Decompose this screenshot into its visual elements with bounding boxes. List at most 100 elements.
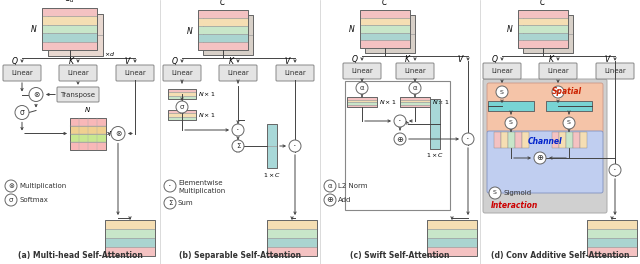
Text: Sigmoid: Sigmoid [503,190,531,196]
Bar [105,238,155,247]
Text: $N$: $N$ [84,106,92,115]
Text: Interaction: Interaction [491,200,538,210]
Bar [360,10,410,48]
FancyBboxPatch shape [343,63,381,79]
Text: α: α [360,85,364,91]
FancyBboxPatch shape [57,87,99,102]
Bar [400,97,430,107]
Text: Multiplication: Multiplication [19,183,67,189]
Text: S: S [509,120,513,125]
Bar [267,146,277,168]
Text: $V$: $V$ [124,55,132,67]
Bar [347,105,377,107]
Text: (d) Conv Additive Self-Attention: (d) Conv Additive Self-Attention [491,251,629,260]
Bar [198,42,248,50]
FancyBboxPatch shape [596,63,634,79]
Text: ·: · [293,141,297,151]
Bar [427,247,477,256]
Bar [518,10,568,18]
Text: $Q$: $Q$ [492,53,499,65]
Text: Linear: Linear [604,68,626,74]
Text: (b) Separable Self-Attention: (b) Separable Self-Attention [179,251,301,260]
Bar [400,100,430,102]
FancyBboxPatch shape [116,65,154,81]
Bar [42,8,97,16]
Bar [105,220,155,229]
Circle shape [552,86,564,98]
Text: $N\times 1$: $N\times 1$ [198,111,216,119]
Text: Add: Add [338,197,351,203]
Bar [198,10,248,50]
Text: Linear: Linear [351,68,373,74]
Circle shape [394,133,406,145]
Circle shape [505,117,517,129]
Bar [203,35,253,55]
Text: Linear: Linear [227,70,249,76]
Text: σ: σ [20,108,24,117]
Bar [198,34,248,42]
Text: $N$: $N$ [506,23,514,35]
FancyBboxPatch shape [487,131,603,193]
Text: ⊗: ⊗ [33,90,39,99]
Bar [360,10,410,18]
Text: $N$: $N$ [108,129,115,138]
Bar [168,89,196,99]
Bar [546,101,592,111]
Text: ⊕: ⊕ [397,134,403,144]
Text: ·: · [236,125,240,135]
Text: Linear: Linear [491,68,513,74]
Bar [365,15,415,53]
FancyBboxPatch shape [3,65,41,81]
Bar [198,18,248,26]
Bar [518,40,568,48]
Bar [522,132,529,148]
Bar [400,105,430,107]
Text: Linear: Linear [284,70,306,76]
Bar [198,26,248,34]
Circle shape [289,140,301,152]
Bar [427,238,477,247]
Bar [203,15,253,35]
Bar [515,132,522,148]
Text: $K$: $K$ [67,55,75,67]
Circle shape [563,117,575,129]
Circle shape [324,180,336,192]
Text: $K$: $K$ [227,55,235,67]
Bar [267,220,317,256]
Bar [70,134,106,142]
Bar [552,132,559,148]
Bar [523,34,573,53]
Bar [430,99,440,149]
Bar [70,125,106,134]
Text: $C$: $C$ [540,0,547,7]
Text: Softmax: Softmax [19,197,48,203]
Text: $Q$: $Q$ [12,55,19,67]
Text: (a) Multi-head Self-Attention: (a) Multi-head Self-Attention [17,251,143,260]
Text: σ: σ [9,197,13,203]
Text: σ: σ [180,104,184,110]
Text: Linear: Linear [547,68,569,74]
Bar [546,101,592,111]
Bar [566,132,573,148]
Circle shape [5,180,17,192]
Circle shape [489,187,501,199]
Text: $C_d$: $C_d$ [64,0,75,5]
Text: $K$: $K$ [547,54,555,64]
Bar [70,117,106,149]
FancyBboxPatch shape [163,65,201,81]
Text: α: α [328,183,332,189]
Bar [427,229,477,238]
Bar [430,99,440,124]
Bar [168,96,196,99]
Circle shape [232,140,244,152]
Bar [105,229,155,238]
Bar [587,238,637,247]
Circle shape [232,124,244,136]
Text: Channel: Channel [528,136,563,145]
Bar [168,113,196,117]
Bar [42,16,97,25]
Text: ⊗: ⊗ [8,183,14,189]
Text: L2 Norm: L2 Norm [338,183,367,189]
Circle shape [462,133,474,145]
Text: $C$: $C$ [381,0,388,7]
